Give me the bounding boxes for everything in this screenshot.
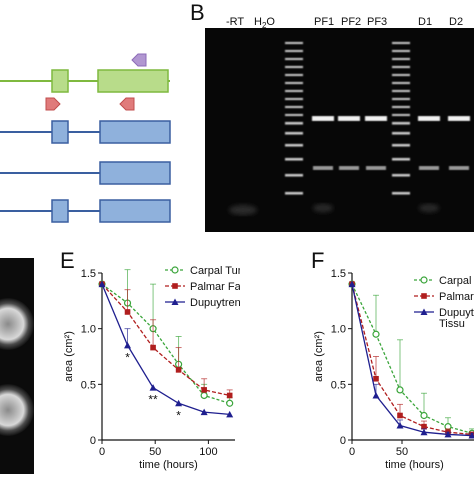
y-tick-label-f: 0 [340,435,346,447]
data-point [373,376,379,382]
data-point [227,400,233,406]
legend-label: Palmar Fascia [190,281,240,293]
data-point [397,413,403,419]
gel-bands [205,28,474,232]
legend-marker [421,277,427,283]
x-tick-label-f: 0 [349,446,355,458]
data-point [227,393,233,399]
lane-label-d2: D2 [449,16,463,28]
x-tick-label-e: 0 [99,446,105,458]
legend-label: Carpal Tunnel [190,265,240,277]
lane-label-pf2: PF2 [341,16,361,28]
wells [0,258,34,474]
y-axis-label-e: area (cm²) [63,331,75,382]
x-tick-label-f: 50 [396,446,408,458]
y-tick-label-f: 0.5 [331,379,346,391]
data-point [175,400,182,407]
legend-label: Carpal [439,275,471,287]
y-tick-label-e: 1.0 [81,324,96,336]
well-plate-photo [0,258,34,474]
lane-label-d1: D1 [418,16,432,28]
y-tick-label-e: 0 [90,435,96,447]
data-point [124,342,131,349]
significance-mark: ** [148,393,158,407]
x-tick-label-e: 100 [199,446,217,458]
data-point [201,387,207,393]
legend-label: Dupuytren's Tissue [190,297,240,309]
gene-structure-diagram [0,40,190,225]
panel-letter-b: B [190,0,205,26]
data-point [373,392,380,399]
lane-label-water-o: O [266,16,275,28]
data-point [397,387,403,393]
exon-blue-3b [100,200,170,222]
x-tick-label-e: 50 [149,446,161,458]
series-f-2 [349,281,474,439]
x-axis-label-e: time (hours) [139,459,198,471]
y-tick-label-f: 1.5 [331,268,346,280]
data-point [176,367,182,373]
exon-green-2 [98,70,168,92]
exon-blue-2b [100,162,170,184]
data-point [125,309,131,315]
primer-purple-icon [132,54,146,66]
legend-marker [172,283,178,289]
primer-red-right-icon [120,98,134,110]
exon-blue-1a [52,121,68,143]
data-point [421,413,427,419]
primer-dimer-smear [229,204,439,215]
gel-image [205,28,474,232]
ladder-lane-1 [285,42,303,195]
y-tick-label-f: 1.0 [331,324,346,336]
lane-label-pf1: PF1 [314,16,334,28]
lower-bands [313,166,469,170]
data-point [150,345,156,351]
lane-label-rt: -RT [226,16,244,28]
legend-marker [172,267,178,273]
primer-red-left-icon [46,98,60,110]
y-tick-label-e: 1.5 [81,268,96,280]
lane-label-pf3: PF3 [367,16,387,28]
significance-mark: * [176,408,181,422]
legend-marker [421,293,427,299]
exon-blue-3a [52,200,68,222]
data-point [150,384,157,391]
legend-e: Carpal Tunnel Palmar Fascia Dupuytren's Ti… [165,265,240,309]
y-tick-label-e: 0.5 [81,379,96,391]
significance-mark: * [125,350,130,364]
lane-label-water-h: H [254,16,262,28]
legend-label: Palmar [439,291,474,303]
y-axis-label-f: area (cm²) [313,331,325,382]
exon-green-1 [52,70,68,92]
data-point [201,392,207,398]
x-axis-label-f: time (hours) [385,459,444,471]
legend-label: Tissu [439,318,465,330]
exon-blue-1b [100,121,170,143]
data-point [373,331,379,337]
product-bands [312,116,470,121]
ladder-lane-2 [392,42,410,195]
